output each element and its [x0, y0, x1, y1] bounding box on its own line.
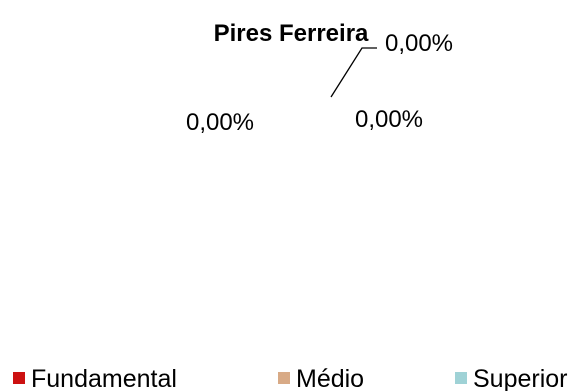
- legend-swatch-superior: [455, 372, 467, 384]
- data-label-superior: 0,00%: [385, 30, 453, 57]
- data-label-medio: 0,00%: [355, 106, 423, 133]
- chart-title: Pires Ferreira: [214, 20, 369, 47]
- legend-label-fundamental: Fundamental: [31, 365, 177, 391]
- legend-swatch-medio: [278, 372, 290, 384]
- legend: Fundamental Médio Superior: [13, 365, 568, 391]
- legend-swatch-fundamental: [13, 372, 25, 384]
- legend-label-medio: Médio: [296, 365, 364, 391]
- legend-label-superior: Superior: [473, 365, 568, 391]
- data-label-fundamental: 0,00%: [186, 109, 254, 136]
- legend-item-superior: Superior: [455, 365, 568, 391]
- leader-line: [330, 47, 377, 98]
- legend-item-fundamental: Fundamental: [13, 365, 177, 391]
- legend-item-medio: Médio: [278, 365, 364, 391]
